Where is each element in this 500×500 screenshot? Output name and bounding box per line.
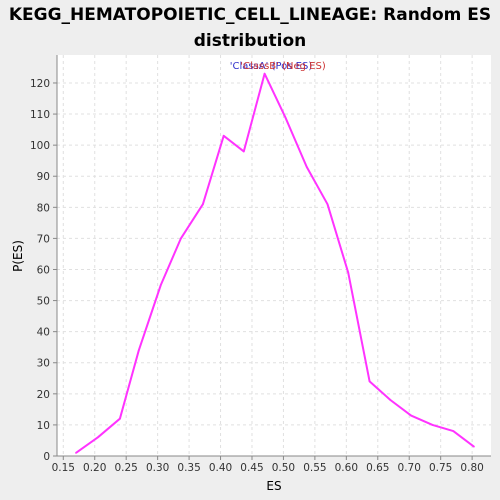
x-tick-label: 0.65 [366, 462, 389, 474]
y-axis-label: P(ES) [11, 240, 25, 272]
series-line [75, 72, 475, 454]
x-tick-label: 0.70 [398, 462, 421, 474]
x-tick-label: 0.20 [83, 462, 106, 474]
y-tick-label: 20 [37, 389, 50, 401]
legend-entry: 'ClassA' (Pos ES) [230, 61, 313, 72]
chart-title-line-2: distribution [193, 31, 307, 51]
data-point [222, 135, 225, 137]
y-tick-label: 70 [37, 233, 50, 245]
data-point [75, 452, 77, 454]
x-tick-label: 0.80 [460, 462, 483, 474]
chart-title-line-1: KEGG_HEMATOPOIETIC_CELL_LINEAGE: Random … [8, 5, 492, 25]
x-tick-label: 0.30 [146, 462, 169, 474]
y-tick-label: 110 [30, 109, 50, 121]
x-tick-label: 0.45 [240, 462, 263, 474]
y-tick-label: 40 [37, 327, 50, 339]
data-point [180, 237, 182, 240]
x-tick-label: 0.50 [272, 462, 295, 474]
x-tick-label: 0.35 [177, 462, 200, 474]
y-tick-label: 100 [30, 140, 50, 152]
data-point [452, 430, 455, 432]
data-point [159, 284, 162, 286]
y-tick-label: 30 [37, 358, 50, 370]
data-point [305, 166, 308, 168]
data-point [326, 203, 329, 206]
data-point [137, 349, 140, 352]
y-tick-label: 60 [37, 264, 50, 276]
x-axis-ticks: 0.15 0.20 0.25 0.30 0.35 0.40 0.45 0.50 0.55 0.60… [52, 456, 484, 474]
y-tick-label: 90 [37, 171, 50, 183]
series-layer [75, 72, 475, 454]
data-point [243, 150, 245, 153]
data-point [119, 417, 121, 420]
data-point [347, 271, 350, 274]
chart-title: KEGG_HEMATOPOIETIC_CELL_LINEAGE: Random … [0, 0, 500, 54]
data-point [263, 72, 266, 75]
data-point [431, 424, 434, 426]
y-tick-label: 120 [30, 78, 50, 90]
plot-area [57, 55, 491, 456]
x-tick-label: 0.75 [429, 462, 452, 474]
y-tick-label: 80 [37, 202, 50, 214]
x-tick-label: 0.55 [303, 462, 326, 474]
y-tick-label: 0 [43, 451, 50, 463]
x-tick-label: 0.25 [114, 462, 137, 474]
data-point [284, 116, 287, 118]
x-axis-label: ES [266, 479, 281, 493]
legend-entry: 'ClassB' (Neg ES) [240, 61, 326, 72]
x-tick-label: 0.40 [209, 462, 232, 474]
y-axis-ticks: 0 10 20 30 40 50 60 70 80 90 100 110 120 [30, 78, 57, 463]
data-point [473, 445, 475, 448]
data-point [389, 399, 392, 401]
data-point [410, 414, 412, 417]
x-tick-label: 0.60 [335, 462, 358, 474]
legend: 'ClassA' (Pos ES)'ClassB' (Neg ES) [230, 61, 326, 72]
y-tick-label: 10 [37, 420, 50, 432]
x-tick-label: 0.15 [52, 462, 75, 474]
y-tick-label: 50 [37, 296, 50, 308]
data-point [368, 380, 371, 383]
data-point [97, 436, 99, 439]
data-point [202, 203, 204, 206]
